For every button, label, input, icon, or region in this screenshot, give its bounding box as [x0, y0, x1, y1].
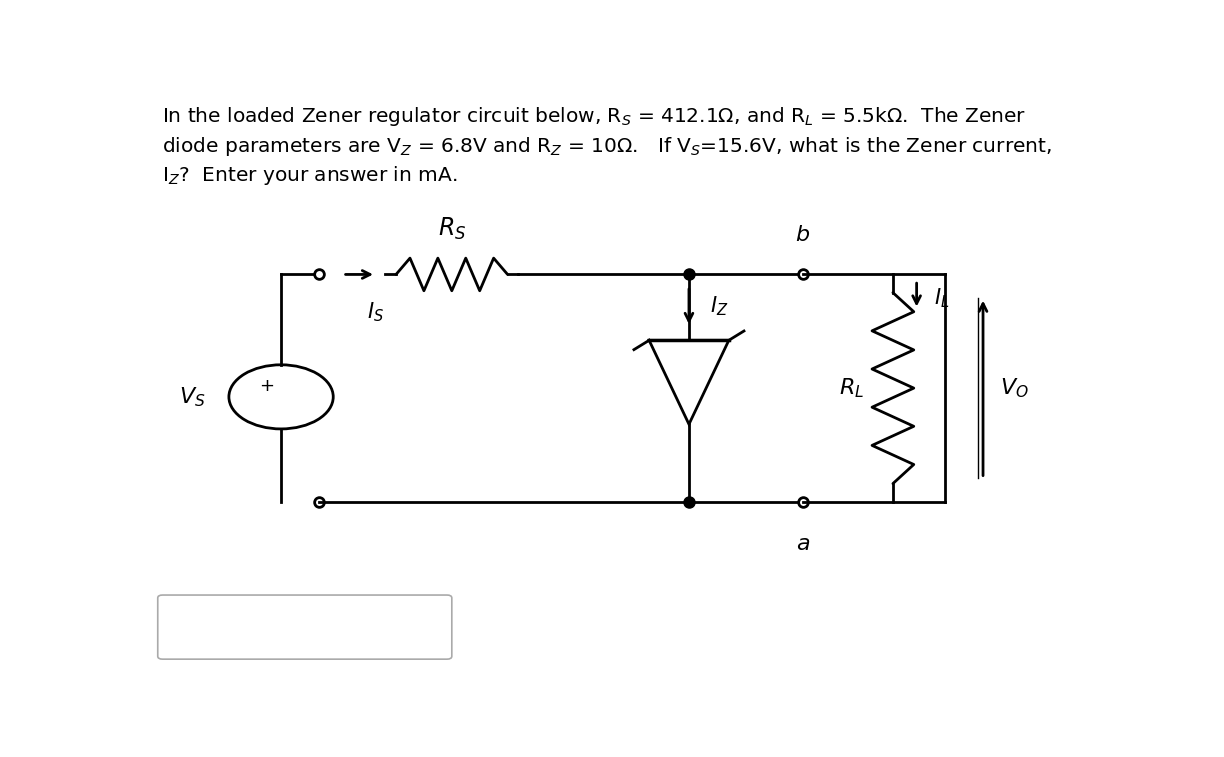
Text: $b$: $b$: [796, 226, 810, 245]
Text: I$_Z$?  Enter your answer in mA.: I$_Z$? Enter your answer in mA.: [163, 164, 458, 187]
Text: $R_L$: $R_L$: [840, 376, 864, 400]
Text: $V_O$: $V_O$: [1000, 376, 1029, 400]
Text: $V_S$: $V_S$: [179, 385, 206, 409]
FancyBboxPatch shape: [158, 595, 452, 659]
Text: +: +: [259, 378, 274, 395]
Text: $I_L$: $I_L$: [934, 286, 949, 310]
Text: $I_Z$: $I_Z$: [710, 294, 728, 318]
Text: $I_S$: $I_S$: [367, 301, 384, 324]
Text: $a$: $a$: [796, 534, 810, 554]
Text: $R_S$: $R_S$: [438, 217, 466, 242]
Text: diode parameters are V$_Z$ = 6.8V and R$_Z$ = 10Ω.   If V$_S$=15.6V, what is the: diode parameters are V$_Z$ = 6.8V and R$…: [163, 135, 1053, 157]
Text: In the loaded Zener regulator circuit below, R$_S$ = 412.1Ω, and R$_L$ = 5.5kΩ. : In the loaded Zener regulator circuit be…: [163, 105, 1027, 129]
